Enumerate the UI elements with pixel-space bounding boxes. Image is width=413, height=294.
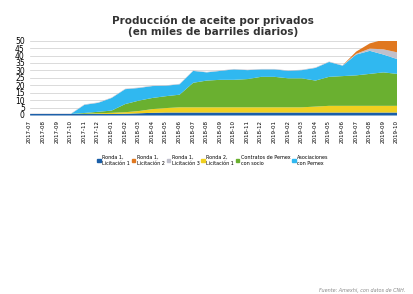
Title: Producción de aceite por privados
(en miles de barriles diarios): Producción de aceite por privados (en mi… (112, 15, 313, 37)
Text: Fuente: Amexhi, con datos de CNH.: Fuente: Amexhi, con datos de CNH. (319, 288, 405, 293)
Legend: Ronda 1,
Licitación 1, Ronda 1,
Licitación 2, Ronda 1,
Licitación 3, Ronda 2,
Li: Ronda 1, Licitación 1, Ronda 1, Licitaci… (95, 153, 330, 168)
